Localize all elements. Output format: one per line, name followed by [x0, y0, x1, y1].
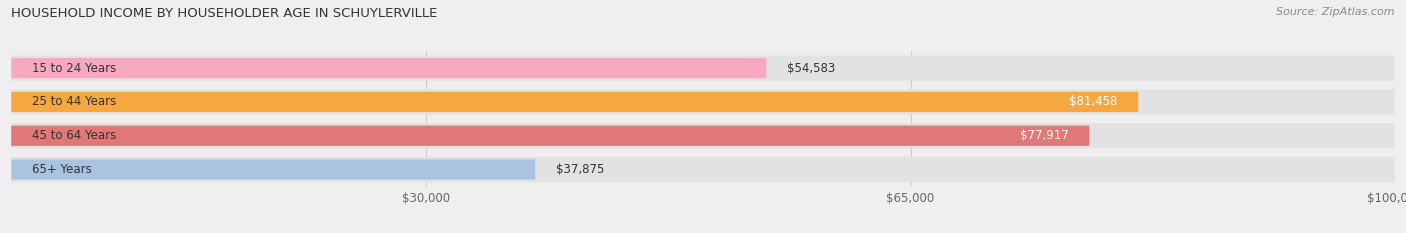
Text: $37,875: $37,875 [555, 163, 605, 176]
Text: 25 to 44 Years: 25 to 44 Years [32, 96, 117, 108]
FancyBboxPatch shape [11, 126, 1090, 146]
FancyBboxPatch shape [11, 55, 1395, 81]
Text: HOUSEHOLD INCOME BY HOUSEHOLDER AGE IN SCHUYLERVILLE: HOUSEHOLD INCOME BY HOUSEHOLDER AGE IN S… [11, 7, 437, 20]
FancyBboxPatch shape [11, 157, 1395, 182]
FancyBboxPatch shape [11, 92, 1139, 112]
Text: $81,458: $81,458 [1069, 96, 1118, 108]
FancyBboxPatch shape [11, 123, 1395, 148]
Text: $54,583: $54,583 [787, 62, 835, 75]
Text: 45 to 64 Years: 45 to 64 Years [32, 129, 117, 142]
Text: $77,917: $77,917 [1019, 129, 1069, 142]
FancyBboxPatch shape [11, 89, 1395, 115]
Text: 65+ Years: 65+ Years [32, 163, 91, 176]
Text: 15 to 24 Years: 15 to 24 Years [32, 62, 117, 75]
FancyBboxPatch shape [11, 159, 536, 180]
FancyBboxPatch shape [11, 58, 766, 78]
Text: Source: ZipAtlas.com: Source: ZipAtlas.com [1277, 7, 1395, 17]
